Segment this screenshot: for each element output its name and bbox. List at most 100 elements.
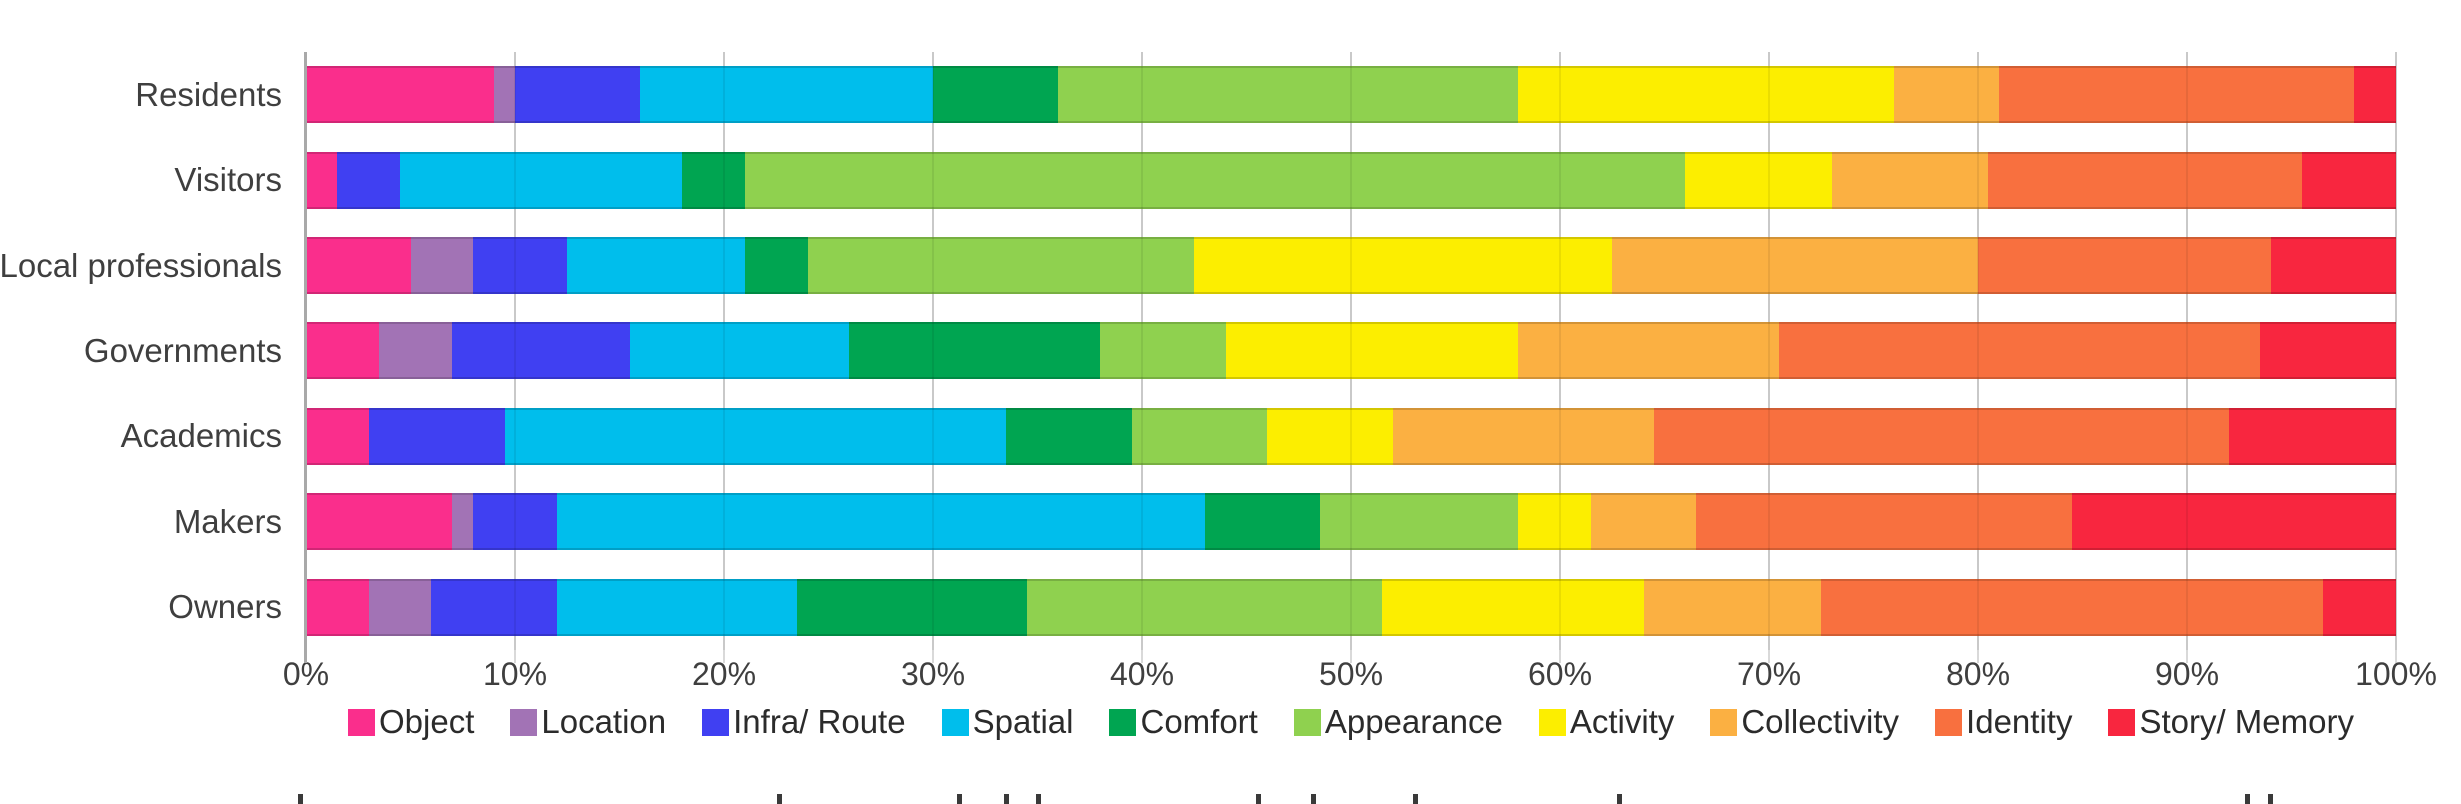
bar-segment: [306, 237, 411, 295]
x-tick-label: 60%: [1527, 656, 1593, 692]
bar-segment: [2270, 237, 2396, 295]
x-tick-label: 90%: [2154, 656, 2220, 692]
bar-row: [306, 394, 2396, 479]
stacked-bar: [306, 66, 2396, 124]
legend-swatch-icon: [941, 708, 969, 736]
x-tick-label: 100%: [2355, 656, 2437, 692]
legend-swatch-icon: [1710, 708, 1738, 736]
bar-segment: [400, 151, 683, 209]
legend-item: Story/ Memory: [2108, 703, 2354, 741]
legend-swatch-icon: [348, 708, 375, 736]
category-label: Governments: [83, 331, 282, 369]
legend-swatch-icon: [1935, 708, 1963, 736]
x-tick-label: 40%: [1109, 656, 1175, 692]
legend-item: Object: [348, 703, 474, 741]
bar-segment: [556, 578, 798, 636]
caption-fragment: [2245, 794, 2250, 804]
bar-segment: [1591, 493, 1696, 551]
bar-row: [306, 223, 2396, 308]
bar-segment: [1695, 493, 2072, 551]
legend-item: Infra/ Route: [702, 703, 906, 741]
bar-segment: [1831, 151, 1989, 209]
legend-swatch-icon: [702, 708, 730, 736]
legend-label: Infra/ Route: [733, 703, 906, 740]
legend-swatch-icon: [1293, 708, 1321, 736]
stacked-bar: [306, 151, 2396, 209]
caption-fragment: [1413, 794, 1418, 804]
bar-segment: [2301, 151, 2396, 209]
legend-item: Identity: [1935, 703, 2072, 741]
category-label: Makers: [173, 502, 282, 540]
bar-row: [306, 308, 2396, 393]
category-label: Visitors: [174, 161, 282, 199]
bar-segment: [306, 493, 453, 551]
bar-segment: [1131, 407, 1268, 465]
legend-item: Comfort: [1109, 703, 1258, 741]
bar-row: [306, 137, 2396, 222]
bar-segment: [744, 237, 808, 295]
bar-segment: [1685, 151, 1832, 209]
x-tick-label: 10%: [482, 656, 548, 692]
legend-label: Collectivity: [1741, 703, 1900, 740]
x-tick-label: 50%: [1318, 656, 1384, 692]
bar-segment: [1643, 578, 1822, 636]
legend-swatch-icon: [1538, 708, 1566, 736]
legend-label: Appearance: [1324, 703, 1503, 740]
bar-segment: [1225, 322, 1519, 380]
caption-fragment: [298, 794, 303, 804]
bar-segment: [1894, 66, 1999, 124]
bar-segment: [1058, 66, 1519, 124]
bar-segment: [2354, 66, 2396, 124]
bar-segment: [1612, 237, 1978, 295]
y-axis-line: [304, 52, 307, 663]
bar-segment: [1100, 322, 1226, 380]
bar-segment: [337, 151, 401, 209]
bar-segment: [504, 407, 1007, 465]
x-tick-label: 80%: [1945, 656, 2011, 692]
plot-area: [304, 52, 2397, 663]
legend-swatch-icon: [510, 708, 538, 736]
stacked-bar: [306, 237, 2396, 295]
legend-item: Spatial: [941, 703, 1074, 741]
bar-row: [306, 52, 2396, 137]
caption-fragment: [2268, 794, 2273, 804]
bar-segment: [306, 578, 369, 636]
legend-label: Object: [379, 703, 475, 740]
bar-segment: [410, 237, 474, 295]
legend-label: Comfort: [1140, 703, 1258, 740]
bar-segment: [1654, 407, 2229, 465]
bar-segment: [556, 493, 1205, 551]
legend-item: Activity: [1538, 703, 1675, 741]
stacked-bar: [306, 407, 2396, 465]
bar-segment: [379, 322, 453, 380]
legend-label: Identity: [1966, 703, 2073, 740]
bar-segment: [1518, 493, 1592, 551]
bar-segment: [1779, 322, 2261, 380]
bar-segment: [431, 578, 557, 636]
legend-swatch-icon: [1109, 708, 1137, 736]
bar-segment: [682, 151, 745, 209]
bar-segment: [306, 322, 380, 380]
legend-label: Activity: [1569, 703, 1675, 740]
bar-segment: [1392, 407, 1654, 465]
legend-label: Spatial: [972, 703, 1074, 740]
bar-segment: [807, 237, 1195, 295]
bar-rows: [306, 52, 2396, 650]
bar-segment: [1518, 66, 1895, 124]
bar-segment: [306, 407, 369, 465]
bar-segment: [2260, 322, 2396, 380]
x-tick-label: 70%: [1736, 656, 1802, 692]
stacked-bar: [306, 322, 2396, 380]
bar-segment: [1382, 578, 1644, 636]
caption-fragment: [1004, 794, 1009, 804]
bar-segment: [1518, 322, 1780, 380]
clipped-caption-fragments: [0, 794, 2461, 804]
caption-fragment: [1036, 794, 1041, 804]
bar-segment: [1027, 578, 1383, 636]
category-label: Owners: [168, 588, 282, 626]
bar-segment: [567, 237, 745, 295]
bar-segment: [514, 66, 641, 124]
legend-item: Collectivity: [1710, 703, 1899, 741]
bar-segment: [306, 151, 338, 209]
